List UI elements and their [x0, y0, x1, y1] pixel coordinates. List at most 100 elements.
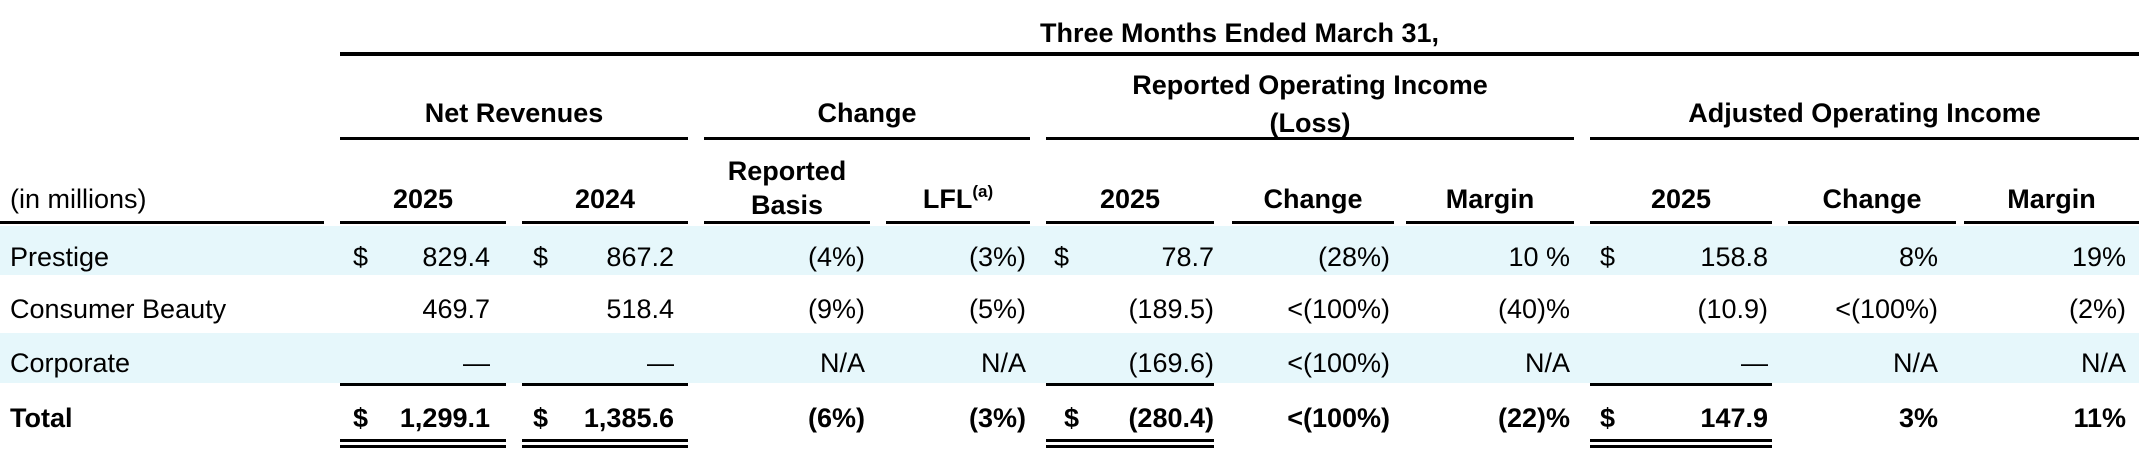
col-aoi-change: Change [1822, 184, 1922, 214]
prestige-aoi-2025-currency: $ [1600, 242, 1616, 272]
units-label: (in millions) [10, 184, 147, 214]
prestige-aoi-2025: 158.8 [1700, 242, 1768, 272]
consumer-beauty-lfl: (5%) [968, 294, 1026, 324]
row-band-prestige [0, 226, 2139, 275]
corporate-nr-2025: — [463, 348, 490, 378]
prestige-reported-basis: (4%) [807, 242, 865, 272]
total-double-rule-aoi-2025-a [1590, 439, 1772, 442]
col-rule-lfl [886, 221, 1030, 224]
consumer-beauty-roi-2025: (189.5) [1128, 294, 1214, 324]
consumer-beauty-roi-change: <(100%) [1287, 294, 1390, 324]
corporate-aoi-margin: N/A [2080, 348, 2126, 378]
consumer-beauty-roi-margin: (40)% [1497, 294, 1570, 324]
col-lfl: LFL(a) [886, 183, 1030, 214]
col-nr-2024: 2024 [574, 184, 636, 214]
total-lfl: (3%) [968, 403, 1026, 433]
col-rule-nr-2024 [522, 221, 688, 224]
col-nr-2025: 2025 [392, 184, 454, 214]
col-lfl-label: LFL [922, 184, 973, 214]
col-reported-basis-line2: Basis [750, 190, 824, 220]
col-rule-roi-2025 [1046, 221, 1214, 224]
total-roi-2025-currency: $ [1064, 403, 1080, 433]
prestige-nr-2025-currency: $ [353, 242, 369, 272]
prestige-roi-change: (28%) [1317, 242, 1390, 272]
prestige-roi-2025-currency: $ [1054, 242, 1070, 272]
corporate-aoi-change: N/A [1892, 348, 1938, 378]
subtotal-rule-aoi-2025 [1590, 383, 1772, 386]
corporate-nr-2024: — [647, 348, 674, 378]
total-roi-2025: (280.4) [1128, 403, 1214, 433]
subtotal-rule-nr-2025 [340, 383, 506, 386]
group-reported-oi-line2: (Loss) [1269, 108, 1351, 138]
consumer-beauty-aoi-2025: (10.9) [1697, 294, 1768, 324]
total-reported-basis: (6%) [807, 403, 865, 433]
prestige-roi-margin: 10 % [1508, 242, 1570, 272]
total-double-rule-roi-2025-a [1046, 439, 1214, 442]
total-roi-change: <(100%) [1287, 403, 1390, 433]
consumer-beauty-nr-2024: 518.4 [606, 294, 674, 324]
col-roi-change: Change [1263, 184, 1363, 214]
group-reported-oi-rule [1046, 137, 1574, 140]
period-title-rule [340, 52, 2139, 56]
col-rule-reported-basis [704, 221, 870, 224]
corporate-reported-basis: N/A [819, 348, 865, 378]
total-nr-2024-currency: $ [533, 403, 549, 433]
prestige-nr-2024-currency: $ [533, 242, 549, 272]
subtotal-rule-nr-2024 [522, 383, 688, 386]
total-aoi-2025: 147.9 [1700, 403, 1768, 433]
corporate-roi-2025: (169.6) [1128, 348, 1214, 378]
consumer-beauty-aoi-margin: (2%) [2068, 294, 2126, 324]
consumer-beauty-nr-2025: 469.7 [422, 294, 490, 324]
prestige-nr-2025: 829.4 [422, 242, 490, 272]
col-reported-basis-line1: Reported [727, 156, 847, 186]
total-nr-2024: 1,385.6 [583, 403, 674, 433]
row-label-prestige: Prestige [10, 242, 110, 272]
row-band-corporate [0, 333, 2139, 383]
group-net-revenues: Net Revenues [424, 98, 604, 128]
corporate-aoi-2025: — [1741, 348, 1768, 378]
subtotal-rule-roi-2025 [1046, 383, 1214, 386]
total-roi-margin: (22)% [1497, 403, 1570, 433]
col-rule-roi-margin [1406, 221, 1574, 224]
col-roi-margin: Margin [1445, 184, 1535, 214]
prestige-aoi-margin: 19% [2071, 242, 2126, 272]
group-change-rule [704, 137, 1030, 140]
group-adjusted-oi: Adjusted Operating Income [1688, 98, 2041, 128]
period-title: Three Months Ended March 31, [1039, 18, 1440, 48]
prestige-nr-2024: 867.2 [606, 242, 674, 272]
consumer-beauty-aoi-change: <(100%) [1835, 294, 1938, 324]
corporate-roi-margin: N/A [1524, 348, 1570, 378]
row-label-corporate: Corporate [10, 348, 131, 378]
col-rule-label [0, 221, 324, 224]
corporate-roi-change: <(100%) [1287, 348, 1390, 378]
group-change: Change [817, 98, 917, 128]
prestige-lfl: (3%) [968, 242, 1026, 272]
col-aoi-2025: 2025 [1650, 184, 1712, 214]
total-aoi-2025-currency: $ [1600, 403, 1616, 433]
group-net-revenues-rule [340, 137, 688, 140]
col-rule-roi-change [1232, 221, 1394, 224]
total-double-rule-nr-2024-b [522, 445, 688, 448]
col-lfl-footnote: (a) [972, 182, 994, 201]
col-rule-aoi-margin [1964, 221, 2139, 224]
total-double-rule-nr-2025-b [340, 445, 506, 448]
corporate-lfl: N/A [980, 348, 1026, 378]
total-aoi-change: 3% [1898, 403, 1938, 433]
total-nr-2025: 1,299.1 [399, 403, 490, 433]
col-aoi-margin: Margin [2007, 184, 2096, 214]
row-label-total: Total [10, 403, 73, 433]
col-rule-aoi-change [1788, 221, 1956, 224]
total-double-rule-roi-2025-b [1046, 445, 1214, 448]
row-label-consumer-beauty: Consumer Beauty [10, 294, 227, 324]
group-adjusted-oi-rule [1590, 137, 2139, 140]
prestige-roi-2025: 78.7 [1161, 242, 1214, 272]
col-roi-2025: 2025 [1099, 184, 1161, 214]
col-rule-aoi-2025 [1590, 221, 1772, 224]
prestige-aoi-change: 8% [1898, 242, 1938, 272]
total-double-rule-nr-2025-a [340, 439, 506, 442]
group-reported-oi-line1: Reported Operating Income [1132, 70, 1488, 100]
total-double-rule-aoi-2025-b [1590, 445, 1772, 448]
total-double-rule-nr-2024-a [522, 439, 688, 442]
col-rule-nr-2025 [340, 221, 506, 224]
consumer-beauty-reported-basis: (9%) [807, 294, 865, 324]
